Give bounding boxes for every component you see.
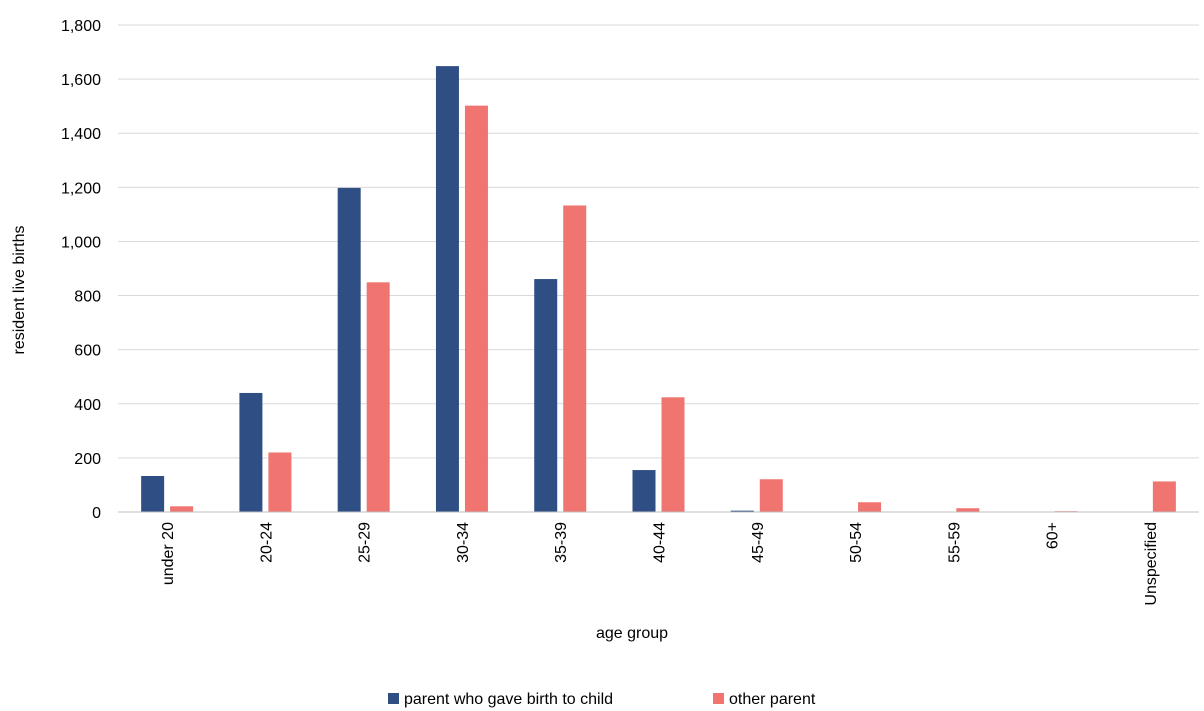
x-tick-label: 20-24 (258, 522, 275, 563)
x-tick-label: 35-39 (553, 522, 570, 563)
bar-other-parent (563, 205, 587, 512)
y-tick-label: 1,200 (61, 180, 101, 197)
y-tick-label: 800 (74, 289, 101, 306)
bars (141, 66, 1176, 513)
x-tick-label: 30-34 (455, 522, 472, 563)
y-tick-label: 1,000 (61, 234, 101, 251)
y-tick-label: 1,600 (61, 72, 101, 89)
x-tick-labels: under 20 20-24 25-29 30-34 35-39 40-44 45-49 50… (160, 522, 1160, 606)
x-tick-label: 40-44 (652, 522, 669, 563)
bar-birth-parent (435, 66, 459, 512)
bar-other-parent (759, 479, 783, 512)
legend-label: other parent (729, 691, 816, 708)
bar-other-parent (170, 506, 194, 512)
bar-other-parent (366, 282, 390, 512)
x-tick-label: under 20 (160, 522, 177, 585)
legend: parent who gave birth to child other pare… (388, 691, 816, 708)
x-tick-label: 25-29 (357, 522, 374, 563)
y-tick-label: 600 (74, 343, 101, 360)
y-tick-label: 0 (92, 505, 101, 522)
bar-birth-parent (239, 392, 263, 512)
x-tick-label: Unspecified (1143, 522, 1160, 606)
bar-birth-parent (141, 476, 165, 512)
legend-swatch (388, 693, 399, 704)
bar-other-parent (1152, 481, 1176, 512)
bar-birth-parent (337, 187, 361, 512)
x-tick-label: 50-54 (848, 522, 865, 563)
bar-birth-parent (534, 279, 558, 512)
y-tick-labels: 0 200 400 600 800 1,000 1,200 1,400 1,600 1,800 (61, 18, 101, 522)
x-axis-title: age group (596, 625, 668, 642)
bar-other-parent (464, 105, 488, 513)
bar-other-parent (268, 452, 292, 512)
y-tick-label: 1,800 (61, 18, 101, 35)
legend-label: parent who gave birth to child (404, 691, 613, 708)
bar-other-parent (661, 397, 685, 512)
y-tick-label: 400 (74, 397, 101, 414)
x-tick-label: 45-49 (750, 522, 767, 563)
bar-other-parent (956, 508, 980, 512)
y-axis-title: resident live births (11, 226, 28, 355)
bar-birth-parent (632, 470, 656, 512)
bar-other-parent (858, 502, 882, 512)
bar-birth-parent (730, 510, 754, 512)
legend-swatch (713, 693, 724, 704)
y-tick-label: 1,400 (61, 126, 101, 143)
x-tick-label: 60+ (1045, 522, 1062, 549)
gridlines (118, 24, 1199, 459)
y-tick-label: 200 (74, 451, 101, 468)
x-tick-label: 55-59 (946, 522, 963, 563)
